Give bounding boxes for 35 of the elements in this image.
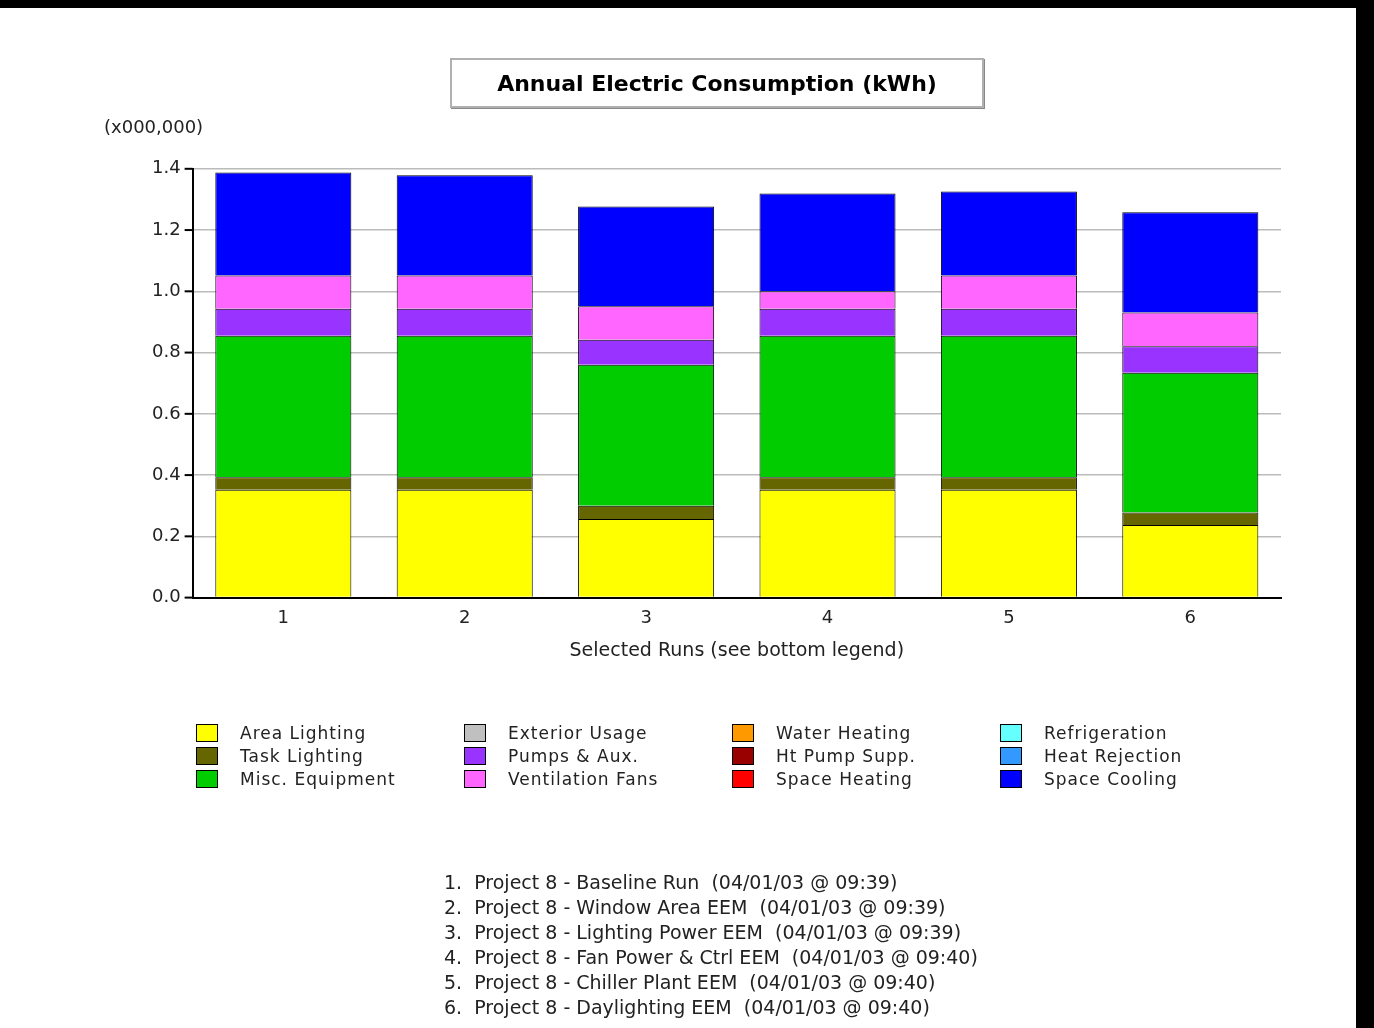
x-axis-title: Selected Runs (see bottom legend) — [569, 637, 905, 660]
y-tick-label: 0.0 — [151, 585, 181, 607]
text: 3. Project 8 - Lighting Power EEM (04/01/03 @ 09:39) — [444, 920, 963, 945]
x-tick-label: 5 — [1003, 606, 1015, 628]
x-tick-label: 1 — [277, 606, 290, 628]
legend-label: Space Heating — [776, 768, 913, 789]
y-tick-label: 0.8 — [151, 340, 181, 362]
y-tick-label: 0.4 — [151, 462, 181, 484]
text: 4. Project 8 - Fan Power & Ctrl EEM (04/01/03 @ 09:40) — [444, 945, 978, 970]
y-tick-label: 0.6 — [151, 401, 181, 423]
legend-label: Water Heating — [776, 722, 912, 743]
text: (x000,000) — [104, 116, 204, 137]
legend-label: Area Lighting — [240, 722, 367, 743]
chart-title: Annual Electric Consumption (kWh) — [450, 58, 984, 108]
legend-label: Ht Pump Supp. — [776, 745, 916, 766]
y-tick-label: 1.4 — [151, 156, 181, 178]
x-tick-label: 4 — [821, 606, 834, 628]
x-tick-label: 6 — [1184, 606, 1197, 628]
y-tick-label: 1.2 — [151, 217, 181, 239]
y-tick-label: 1.0 — [151, 278, 181, 300]
text: 5. Project 8 - Chiller Plant EEM (04/01/03 @ 09:40) — [444, 970, 937, 995]
legend-label: Ventilation Fans — [508, 768, 659, 789]
legend-label: Pumps & Aux. — [508, 745, 639, 766]
legend-label: Misc. Equipment — [240, 768, 396, 789]
legend-label: Task Lighting — [240, 745, 364, 766]
x-tick-label: 2 — [458, 606, 471, 628]
legend-label: Exterior Usage — [508, 722, 648, 743]
text: 2. Project 8 - Window Area EEM (04/01/03 @ 09:39) — [444, 895, 947, 920]
text: 1. Project 8 - Baseline Run (04/01/03 @ 09:39) — [444, 870, 899, 895]
legend-label: Heat Rejection — [1044, 745, 1183, 766]
legend-label: Refrigeration — [1044, 722, 1168, 743]
legend-label: Space Cooling — [1044, 768, 1178, 789]
text: 6. Project 8 - Daylighting EEM (04/01/03 @ 09:40) — [444, 995, 931, 1020]
x-tick-label: 3 — [640, 606, 652, 628]
y-tick-label: 0.2 — [151, 524, 181, 546]
